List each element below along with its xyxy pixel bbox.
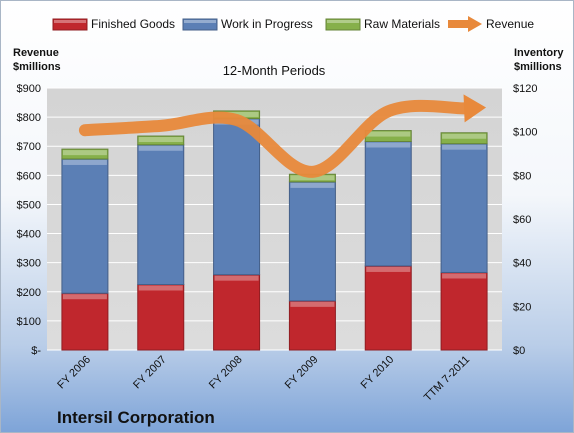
bar-work-in-progress bbox=[288, 181, 336, 302]
left-tick-label: $800 bbox=[17, 112, 41, 124]
legend-label: Revenue bbox=[486, 17, 534, 31]
right-axis-title-line2: $millions bbox=[514, 61, 562, 73]
left-tick-label: $100 bbox=[17, 316, 41, 328]
bar-highlight bbox=[214, 275, 259, 281]
category-labels: FY 2006 FY 2007 FY 2008 FY 2009 FY 2010 TTM 7… bbox=[55, 354, 472, 404]
bar-finished-goods bbox=[288, 300, 336, 351]
legend-swatch bbox=[52, 18, 88, 31]
legend-swatch-highlight bbox=[184, 20, 216, 23]
bar-finished-goods bbox=[61, 292, 109, 351]
gridlines bbox=[47, 87, 502, 351]
legend-swatch-highlight bbox=[327, 20, 359, 23]
left-tick-label: $900 bbox=[17, 83, 41, 95]
bar-work-in-progress bbox=[61, 158, 109, 294]
bar-highlight bbox=[62, 294, 107, 300]
company-name: Intersil Corporation bbox=[57, 408, 215, 427]
left-tick-label: $200 bbox=[17, 287, 41, 299]
bar-work-in-progress bbox=[213, 118, 261, 276]
bar-highlight bbox=[62, 159, 107, 165]
legend-arrow bbox=[468, 16, 482, 32]
right-tick-label: $100 bbox=[513, 127, 537, 139]
left-tick-label: $300 bbox=[17, 258, 41, 270]
bar-work-in-progress bbox=[364, 140, 412, 267]
legend-swatch bbox=[325, 18, 361, 31]
bar-highlight bbox=[138, 145, 183, 151]
revenue-line-group bbox=[78, 94, 487, 178]
legend-label: Finished Goods bbox=[91, 17, 175, 31]
left-tick-label: $700 bbox=[17, 141, 41, 153]
bar-highlight bbox=[62, 150, 107, 156]
bar-highlight bbox=[442, 133, 487, 139]
bar-highlight bbox=[138, 285, 183, 291]
legend-label: Work in Progress bbox=[221, 17, 313, 31]
bar-highlight bbox=[442, 144, 487, 150]
bar-work-in-progress bbox=[137, 144, 185, 285]
legend: Finished Goods Work in Progress Raw Materi… bbox=[52, 16, 534, 32]
bar-finished-goods bbox=[364, 265, 412, 351]
right-tick-label: $80 bbox=[513, 170, 531, 182]
right-tick-label: $120 bbox=[513, 83, 537, 95]
bar-finished-goods bbox=[440, 271, 488, 351]
bar-highlight bbox=[442, 273, 487, 279]
bar-highlight bbox=[366, 266, 411, 272]
category-label: TTM 7-2011 bbox=[422, 354, 472, 404]
bar-highlight bbox=[290, 301, 335, 307]
left-axis-ticks: $- $100 $200 $300 $400 $500 $600 $700 $800 $900 bbox=[17, 83, 42, 357]
legend-swatch bbox=[182, 18, 218, 31]
bar-highlight bbox=[290, 182, 335, 188]
category-label: FY 2006 bbox=[55, 354, 93, 392]
right-axis-ticks: $0 $20 $40 $60 $80 $100 $120 bbox=[513, 83, 537, 357]
left-tick-label: $400 bbox=[17, 229, 41, 241]
left-tick-label: $500 bbox=[17, 199, 41, 211]
bar-highlight bbox=[366, 131, 411, 137]
bar-finished-goods bbox=[137, 284, 185, 351]
category-label: FY 2009 bbox=[283, 354, 321, 392]
right-tick-label: $60 bbox=[513, 214, 531, 226]
bar-highlight bbox=[138, 137, 183, 143]
chart-subtitle: 12-Month Periods bbox=[223, 63, 326, 78]
right-tick-label: $0 bbox=[513, 345, 525, 357]
revenue-arrowhead bbox=[463, 94, 487, 123]
right-axis-title-line1: Inventory bbox=[514, 47, 564, 59]
bar-finished-goods bbox=[213, 274, 261, 351]
left-axis-title-line2: $millions bbox=[13, 61, 61, 73]
category-label: FY 2008 bbox=[207, 354, 245, 392]
legend-label: Raw Materials bbox=[364, 17, 440, 31]
bar-work-in-progress bbox=[440, 143, 488, 273]
left-axis-title-line1: Revenue bbox=[13, 47, 59, 59]
legend-swatch-highlight bbox=[54, 20, 86, 23]
left-tick-label: $- bbox=[31, 345, 41, 357]
left-tick-label: $600 bbox=[17, 170, 41, 182]
bar-highlight bbox=[366, 142, 411, 148]
category-label: FY 2010 bbox=[359, 354, 397, 392]
bars bbox=[61, 110, 488, 351]
right-tick-label: $40 bbox=[513, 258, 531, 270]
right-tick-label: $20 bbox=[513, 301, 531, 313]
revenue-line bbox=[78, 99, 475, 178]
category-label: FY 2007 bbox=[131, 354, 169, 392]
